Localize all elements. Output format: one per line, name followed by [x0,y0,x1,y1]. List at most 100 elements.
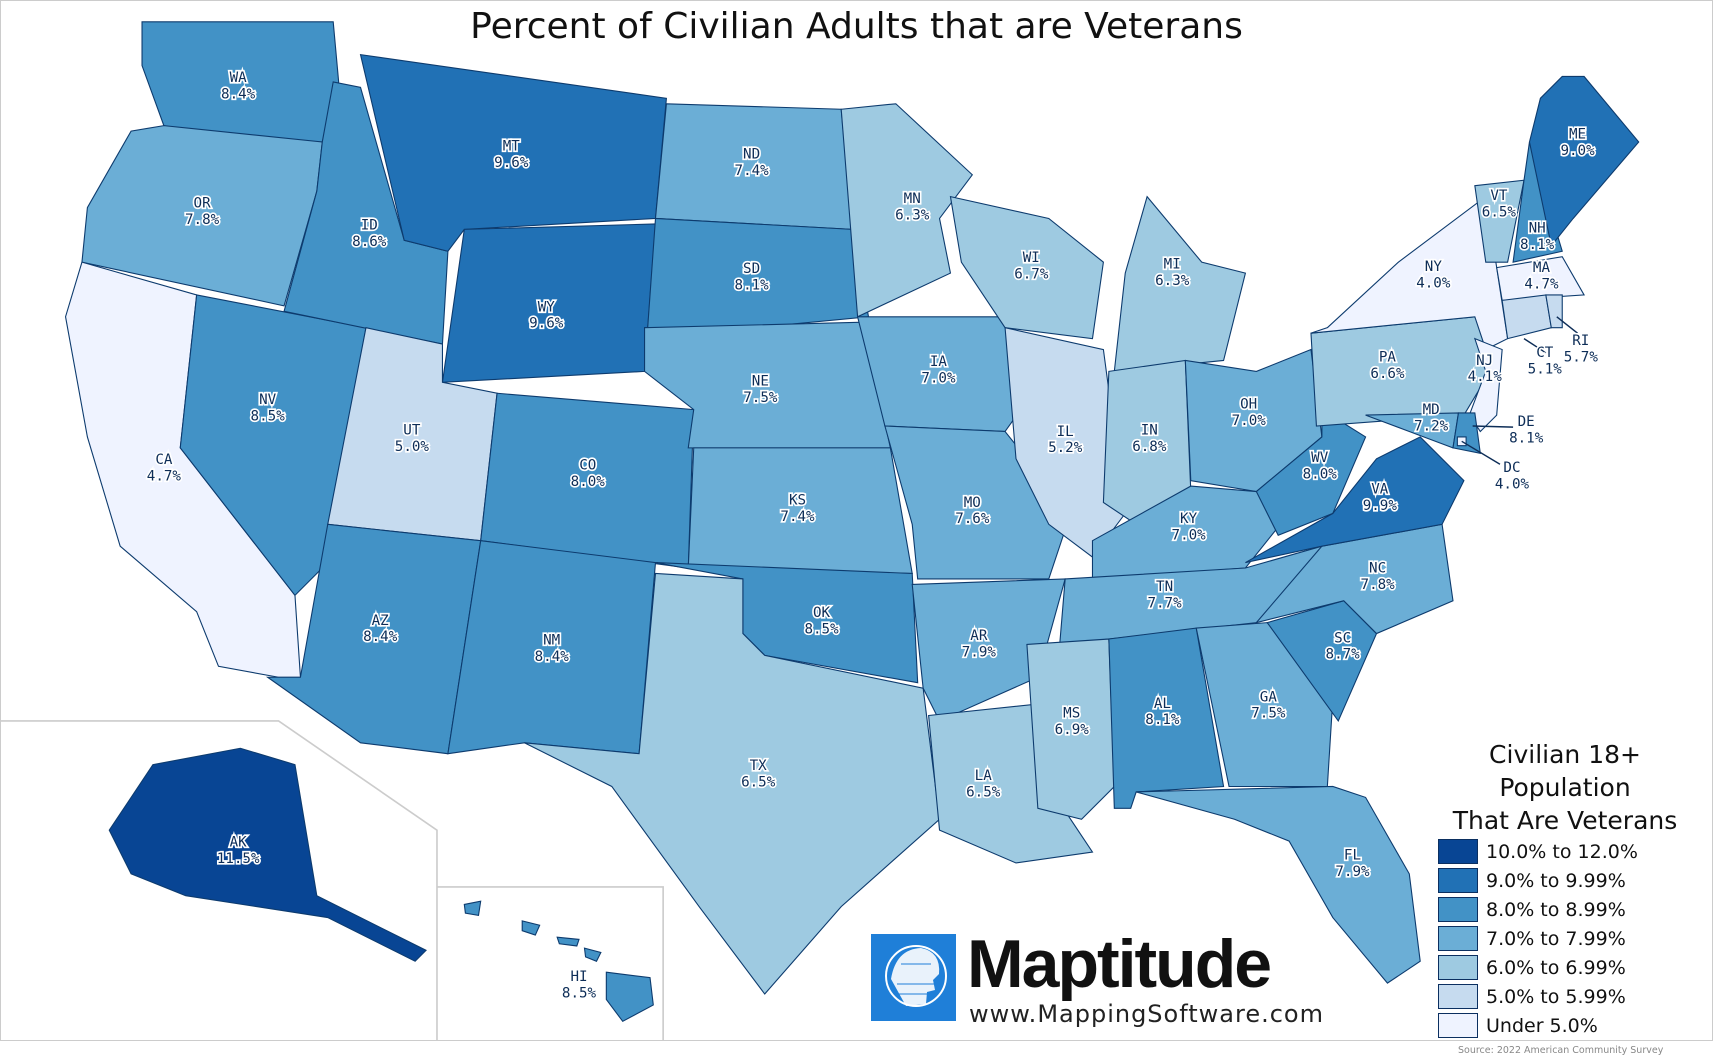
state-value-label: 7.9% [962,644,997,660]
legend-title-line1: Civilian 18+ Population [1489,740,1641,802]
state-abbr-label: WA [230,70,248,86]
state-ar[interactable] [911,578,1066,722]
state-abbr-label: AR [970,628,988,644]
legend-item: 9.0% to 9.99% [1438,866,1710,895]
state-value-label: 7.2% [1414,418,1449,434]
state-value-label: 5.2% [1048,440,1083,456]
state-value-label: 7.0% [1232,413,1267,429]
state-abbr-label: AZ [372,613,390,629]
state-abbr-label: MN [904,191,921,207]
legend-swatch [1438,1013,1478,1038]
state-value-label: 8.1% [735,277,770,293]
state-value-label: 8.1% [1145,712,1180,728]
state-ny[interactable] [1310,195,1509,351]
state-value-label: 6.6% [1370,366,1405,382]
source-note: Source: 2022 American Community Survey [1458,1045,1664,1056]
state-abbr-label: ID [361,217,378,233]
state-abbr-label: NE [752,374,769,390]
state-abbr-label: OK [813,605,831,621]
state-abbr-label: MO [964,495,981,511]
state-value-label: 8.5% [251,409,286,425]
state-abbr-label: GA [1260,689,1278,705]
state-vt[interactable] [1474,179,1525,263]
state-ri[interactable] [1545,294,1563,329]
state-abbr-label: CT [1536,345,1554,361]
state-abbr-label: KS [789,493,806,509]
legend-label: 5.0% to 5.99% [1486,985,1626,1008]
state-abbr-label: CA [155,452,173,468]
legend-swatch [1438,984,1478,1009]
state-abbr-label: DC [1503,460,1520,476]
state-abbr-label: VA [1371,482,1389,498]
state-abbr-label: WI [1023,250,1040,266]
state-abbr-label: WV [1311,450,1329,466]
state-value-label: 7.0% [921,370,956,386]
state-value-label: 8.6% [352,234,387,250]
state-value-label: 8.4% [363,629,398,645]
legend-item: 6.0% to 6.99% [1438,953,1710,982]
maptitude-brand: Maptitude [967,926,1272,1002]
state-abbr-label: OH [1240,397,1257,413]
state-ma[interactable] [1496,256,1585,301]
state-abbr-label: MT [503,139,521,155]
hawaii-island [463,900,482,917]
state-abbr-label: TX [750,758,768,774]
state-value-label: 8.0% [571,474,606,490]
state-value-label: 7.8% [185,212,220,228]
legend-swatch [1438,839,1478,864]
state-abbr-label: RI [1572,333,1589,349]
legend-item: Under 5.0% [1438,1011,1710,1040]
state-value-label: 6.8% [1132,439,1167,455]
state-value-label: 7.6% [955,511,990,527]
state-hi[interactable] [605,971,654,1023]
state-ms[interactable] [1026,638,1115,820]
legend: Civilian 18+ Population That Are Veteran… [1420,738,1710,1056]
state-value-label: 6.5% [966,784,1001,800]
state-value-label: 6.5% [741,774,776,790]
website-url[interactable]: www.MappingSoftware.com [969,1000,1324,1028]
state-ak[interactable] [108,747,427,962]
state-mi[interactable] [1113,195,1247,373]
state-value-label: 8.4% [535,649,570,665]
state-me[interactable] [1528,75,1640,248]
state-nj[interactable] [1468,337,1503,433]
leader-line-dc [1461,440,1501,465]
state-abbr-label: IL [1057,424,1074,440]
state-value-label: 4.0% [1416,275,1451,291]
state-value-label: 8.0% [1303,466,1338,482]
legend-label: 8.0% to 8.99% [1486,898,1626,921]
state-fl[interactable] [1136,785,1421,984]
state-abbr-label: CO [579,458,596,474]
legend-label: 10.0% to 12.0% [1486,840,1638,863]
state-value-label: 8.4% [221,86,256,102]
state-value-label: 9.9% [1363,498,1398,514]
leader-line-de [1472,425,1514,428]
state-abbr-label: MI [1164,257,1181,273]
state-abbr-label: SC [1334,630,1351,646]
state-va[interactable] [1245,436,1465,564]
state-abbr-label: LA [975,768,993,784]
state-abbr-label: MA [1533,260,1551,276]
state-value-label: 7.8% [1361,577,1396,593]
state-value-label: 5.7% [1564,350,1599,366]
state-tx[interactable] [524,572,941,995]
state-wi[interactable] [949,195,1104,340]
state-abbr-label: KY [1180,511,1198,527]
state-abbr-label: DE [1518,414,1535,430]
state-value-label: 8.1% [1509,430,1544,446]
legend-swatch [1438,926,1478,951]
state-value-label: 8.1% [1520,237,1555,253]
state-abbr-label: FL [1344,848,1361,864]
state-value-label: 5.0% [395,439,430,455]
state-value-label: 4.7% [1524,276,1559,292]
state-abbr-label: PA [1379,350,1397,366]
state-abbr-label: AK [230,835,248,851]
state-wv[interactable] [1255,408,1367,536]
state-value-label: 7.7% [1147,595,1182,611]
state-value-label: 8.5% [562,985,597,1001]
hawaii-island [521,920,541,936]
legend-swatch [1438,897,1478,922]
state-value-label: 9.6% [494,155,529,171]
legend-item: 8.0% to 8.99% [1438,895,1710,924]
legend-item: 10.0% to 12.0% [1438,837,1710,866]
